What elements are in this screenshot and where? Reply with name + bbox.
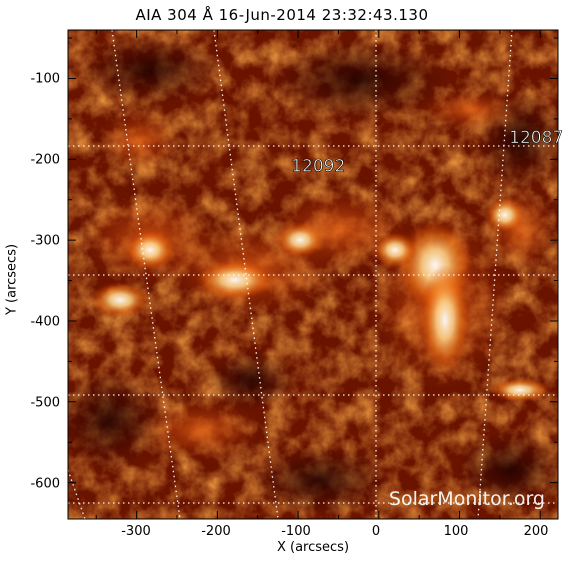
watermark: SolarMonitor.org	[389, 488, 545, 510]
region-label-12092: 12092	[291, 156, 345, 176]
y-tick-label: -400	[30, 314, 60, 330]
region-label-12087: 12087	[509, 128, 563, 148]
x-tick-label: -100	[281, 524, 311, 539]
x-tick-label: -200	[201, 524, 231, 539]
x-tick-label: -300	[121, 524, 151, 539]
y-tick-label: -600	[30, 476, 60, 492]
plot-title: AIA 304 Å 16-Jun-2014 23:32:43.130	[135, 6, 429, 24]
x-tick-label: 0	[371, 524, 381, 539]
y-tick-label: -300	[30, 233, 60, 249]
y-tick-label: -200	[30, 152, 60, 168]
y-tick-label: -500	[30, 395, 60, 411]
y-tick-label: -100	[30, 71, 60, 87]
x-axis-label: X (arcsecs)	[276, 540, 350, 555]
x-tick-label: 200	[523, 524, 549, 539]
solar-image	[68, 30, 558, 519]
x-tick-label: 100	[443, 524, 469, 539]
